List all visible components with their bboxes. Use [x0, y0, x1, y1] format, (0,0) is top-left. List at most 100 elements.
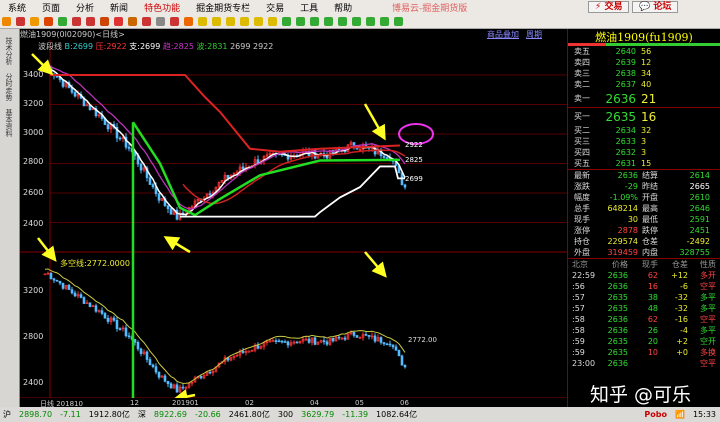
toolbar-icon[interactable] — [156, 16, 165, 26]
toolbar-icon[interactable] — [268, 16, 277, 26]
toolbar-icon[interactable] — [254, 16, 263, 26]
toolbar-icon[interactable] — [212, 16, 221, 26]
lower-candle — [283, 341, 287, 343]
toolbar-icon[interactable] — [142, 16, 151, 26]
forum-button[interactable]: 💬 论坛 — [632, 1, 679, 13]
tick-cell: +0 — [676, 348, 688, 357]
lower-candle — [127, 335, 131, 338]
toolbar-icon[interactable] — [366, 16, 375, 26]
lower-candle — [343, 337, 347, 340]
toolbar-icon[interactable] — [352, 16, 361, 26]
tick-cell: -32 — [674, 293, 688, 302]
toolbar — [0, 14, 720, 29]
period-link[interactable]: 周期 — [526, 30, 542, 39]
level-price: 2639 — [615, 58, 636, 67]
level-volume: 32 — [641, 126, 652, 135]
x-axis-label: 02 — [245, 399, 254, 407]
menu-item[interactable]: 新闻 — [110, 3, 129, 14]
lower-candle — [328, 337, 332, 345]
lower-candle — [244, 351, 248, 353]
lower-candle — [358, 337, 362, 339]
lower-candle — [340, 337, 344, 340]
lower-candle — [184, 387, 188, 389]
indicator-name: 波段线 — [38, 42, 62, 51]
tick-cell: 2635 — [607, 348, 628, 357]
tick-cell: :59 — [572, 337, 585, 346]
left-tab[interactable]: 基本资料 — [5, 109, 13, 137]
menu-item[interactable]: 帮助 — [334, 3, 353, 14]
stat-row: 幅度 -1.09% 开盘 2610 — [568, 192, 720, 203]
lower-candle — [400, 355, 404, 366]
toolbar-icon[interactable] — [30, 16, 39, 26]
toolbar-icon[interactable] — [380, 16, 389, 26]
menu-item[interactable]: 工具 — [300, 3, 319, 14]
toolbar-icon[interactable] — [86, 16, 95, 26]
level-label: 买二 — [574, 126, 590, 135]
toolbar-icon[interactable] — [16, 16, 25, 26]
toolbar-icon[interactable] — [324, 16, 333, 26]
menu-item[interactable]: 掘金期货专栏 — [196, 3, 251, 14]
tick-cell: +12 — [671, 271, 688, 280]
lower-candle — [145, 351, 149, 360]
trade-button[interactable]: ⚡ 交易 — [588, 1, 630, 13]
toolbar-icon[interactable] — [2, 16, 11, 26]
status-bar: 沪 2898.70 -7.11 1912.80亿 深 8922.69 -20.6… — [0, 407, 720, 422]
left-tab[interactable]: 分时走势 — [5, 73, 13, 101]
toolbar-icon[interactable] — [100, 16, 109, 26]
toolbar-icon[interactable] — [72, 16, 81, 26]
brand-logo: Pobo — [644, 410, 667, 419]
lower-candle — [97, 310, 101, 312]
indicator-b: B:2699 — [64, 42, 94, 51]
lower-candle — [139, 348, 143, 354]
chart-header: 燃油1909(0l02090)<日线> 商品叠加 周期 — [20, 29, 567, 40]
toolbar-icon[interactable] — [310, 16, 319, 26]
toolbar-icon[interactable] — [184, 16, 193, 26]
tick-cell: -6 — [680, 282, 688, 291]
toolbar-icon[interactable] — [170, 16, 179, 26]
toolbar-icon[interactable] — [394, 16, 403, 26]
menu-item[interactable]: 页面 — [42, 3, 61, 14]
level-volume: 3 — [641, 148, 647, 157]
stat-row: 总手 648214 最高 2646 — [568, 203, 720, 214]
stat-label: 跌停 — [642, 226, 658, 235]
menu-item[interactable]: 分析 — [76, 3, 95, 14]
tick-cell: 22:59 — [572, 271, 596, 280]
toolbar-icon[interactable] — [338, 16, 347, 26]
candle — [265, 154, 269, 157]
lower-candle — [310, 337, 314, 343]
toolbar-icon[interactable] — [226, 16, 235, 26]
toolbar-icon[interactable] — [198, 16, 207, 26]
toolbar-icon[interactable] — [240, 16, 249, 26]
toolbar-icon[interactable] — [114, 16, 123, 26]
lower-candle — [355, 335, 359, 338]
toolbar-icon[interactable] — [282, 16, 291, 26]
tick-cell: 多开 — [700, 271, 716, 280]
level-label: 买四 — [574, 148, 590, 157]
tick-cell: :59 — [572, 348, 585, 357]
menu-item[interactable]: 特色功能 — [144, 3, 181, 14]
tick-cell: -16 — [674, 315, 688, 324]
toolbar-icon[interactable] — [44, 16, 53, 26]
stat-label: 现手 — [574, 215, 590, 224]
support-line — [180, 165, 405, 218]
lower-indicator-label: 多空线:2772.0000 — [60, 259, 130, 268]
tick-cell: 空开 — [700, 337, 716, 346]
sh-label: 沪 — [3, 410, 11, 419]
toolbar-icon[interactable] — [128, 16, 137, 26]
kline-chart[interactable] — [20, 40, 567, 398]
stat-label: 仓差 — [642, 237, 658, 246]
level-label: 买三 — [574, 137, 590, 146]
tick-row: :57 2635 38 -32 多平 — [568, 292, 720, 303]
toolbar-icon[interactable] — [296, 16, 305, 26]
quote-title: 燃油1909(fu1909) — [595, 31, 693, 44]
y-axis-label: 3200 — [23, 99, 44, 108]
candle — [85, 104, 89, 107]
lower-candle — [160, 375, 164, 378]
menu-item[interactable]: 交易 — [266, 3, 285, 14]
left-tab[interactable]: 技术分析 — [5, 37, 13, 65]
menu-item[interactable]: 系统 — [8, 3, 27, 14]
add-product-link[interactable]: 商品叠加 — [487, 30, 519, 39]
toolbar-icon[interactable] — [58, 16, 67, 26]
forum-label: 论坛 — [653, 2, 672, 12]
candle — [349, 142, 353, 145]
